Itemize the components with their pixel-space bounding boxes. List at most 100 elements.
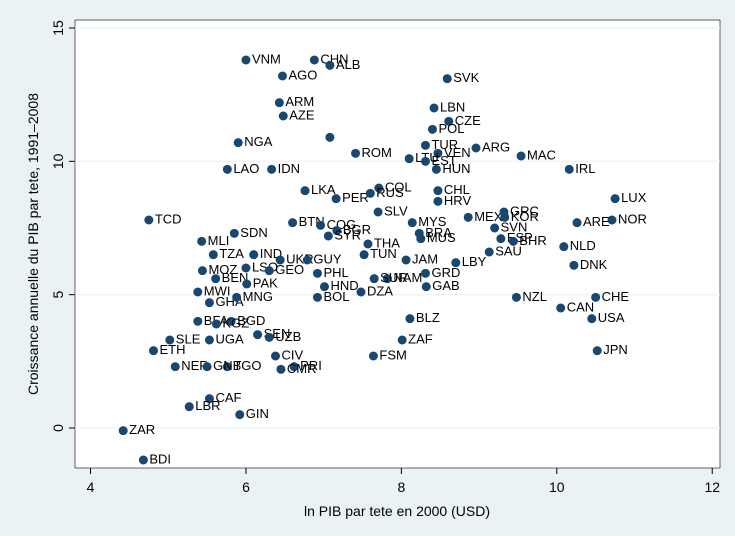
- point: [267, 164, 277, 174]
- point-label: CHL: [444, 182, 470, 197]
- point: [500, 212, 510, 222]
- point: [368, 351, 378, 361]
- point-label: GNB: [213, 358, 241, 373]
- point: [332, 226, 342, 236]
- point-label: ARG: [482, 139, 510, 154]
- point-label: BHR: [519, 233, 546, 248]
- point: [463, 212, 473, 222]
- point-label: GRC: [510, 203, 539, 218]
- point: [270, 351, 280, 361]
- point-label: PER: [342, 190, 369, 205]
- point: [405, 314, 415, 324]
- point: [404, 154, 414, 164]
- point: [511, 292, 521, 302]
- point: [312, 268, 322, 278]
- point: [433, 148, 443, 158]
- point: [559, 242, 569, 252]
- point: [144, 215, 154, 225]
- point-label: GAB: [432, 278, 459, 293]
- point: [401, 255, 411, 265]
- point: [363, 239, 373, 249]
- point: [312, 292, 322, 302]
- point-label: DNK: [580, 257, 608, 272]
- point: [222, 164, 232, 174]
- y-tick-label: 5: [50, 291, 66, 299]
- point-label: JAM: [412, 251, 438, 266]
- point: [204, 335, 214, 345]
- point-label: ZAR: [129, 422, 155, 437]
- point-label: FSM: [379, 347, 406, 362]
- point: [610, 194, 620, 204]
- point: [433, 186, 443, 196]
- point: [564, 164, 574, 174]
- point: [442, 74, 452, 84]
- point: [204, 298, 214, 308]
- point: [208, 250, 218, 260]
- point-label: CZE: [455, 113, 481, 128]
- point-label: RUS: [376, 185, 404, 200]
- point-label: TUR: [431, 137, 458, 152]
- point-label: BEN: [222, 270, 249, 285]
- point-label: NGA: [244, 134, 272, 149]
- point: [420, 156, 430, 166]
- point-label: GIN: [246, 406, 269, 421]
- point-label: ETH: [159, 342, 185, 357]
- plot-area: [74, 19, 721, 469]
- point-label: SUR: [380, 270, 407, 285]
- point-label: SYR: [334, 227, 361, 242]
- point: [429, 103, 439, 113]
- point: [241, 55, 251, 65]
- point-label: HND: [330, 278, 358, 293]
- point: [397, 335, 407, 345]
- point: [264, 266, 274, 276]
- point: [316, 220, 326, 230]
- point-label: AZE: [289, 107, 315, 122]
- point: [276, 364, 286, 374]
- point-label: UZB: [275, 329, 301, 344]
- point-label: LBY: [462, 254, 487, 269]
- point: [148, 346, 158, 356]
- point-label: ARE: [583, 214, 610, 229]
- y-axis-title: Croissance annuelle du PIB par tete, 199…: [25, 93, 41, 395]
- point: [319, 282, 329, 292]
- point-label: CHE: [602, 289, 630, 304]
- point: [365, 188, 375, 198]
- point-label: LSO: [252, 259, 278, 274]
- point: [275, 255, 285, 265]
- point-label: BOL: [323, 289, 349, 304]
- point-label: MOZ: [208, 262, 237, 277]
- point-label: PHL: [323, 265, 348, 280]
- point: [277, 71, 287, 81]
- point: [118, 426, 128, 436]
- point: [356, 287, 366, 297]
- point: [374, 183, 384, 193]
- point-label: SLE: [176, 331, 201, 346]
- point: [471, 143, 481, 153]
- point-label: MWI: [204, 283, 231, 298]
- point: [222, 362, 232, 372]
- point-label: KOR: [511, 209, 539, 224]
- point: [325, 60, 335, 70]
- point-label: MAC: [527, 147, 556, 162]
- point-label: TZA: [219, 246, 244, 261]
- point-label: TUN: [370, 246, 397, 261]
- point-label: CIV: [281, 347, 303, 362]
- point: [607, 215, 617, 225]
- point: [274, 98, 284, 108]
- point: [587, 314, 597, 324]
- point: [249, 250, 259, 260]
- point-label: LKA: [311, 182, 336, 197]
- point: [202, 362, 212, 372]
- point: [351, 148, 361, 158]
- point: [235, 410, 245, 420]
- point-label: KGZ: [222, 315, 249, 330]
- point-label: AGO: [288, 67, 317, 82]
- point-label: NER: [181, 358, 208, 373]
- point-label: MEX: [474, 209, 503, 224]
- point-label: SDN: [240, 225, 267, 240]
- point: [382, 274, 392, 284]
- x-tick-label: 4: [87, 479, 95, 495]
- point: [197, 266, 207, 276]
- point-label: UGA: [215, 331, 244, 346]
